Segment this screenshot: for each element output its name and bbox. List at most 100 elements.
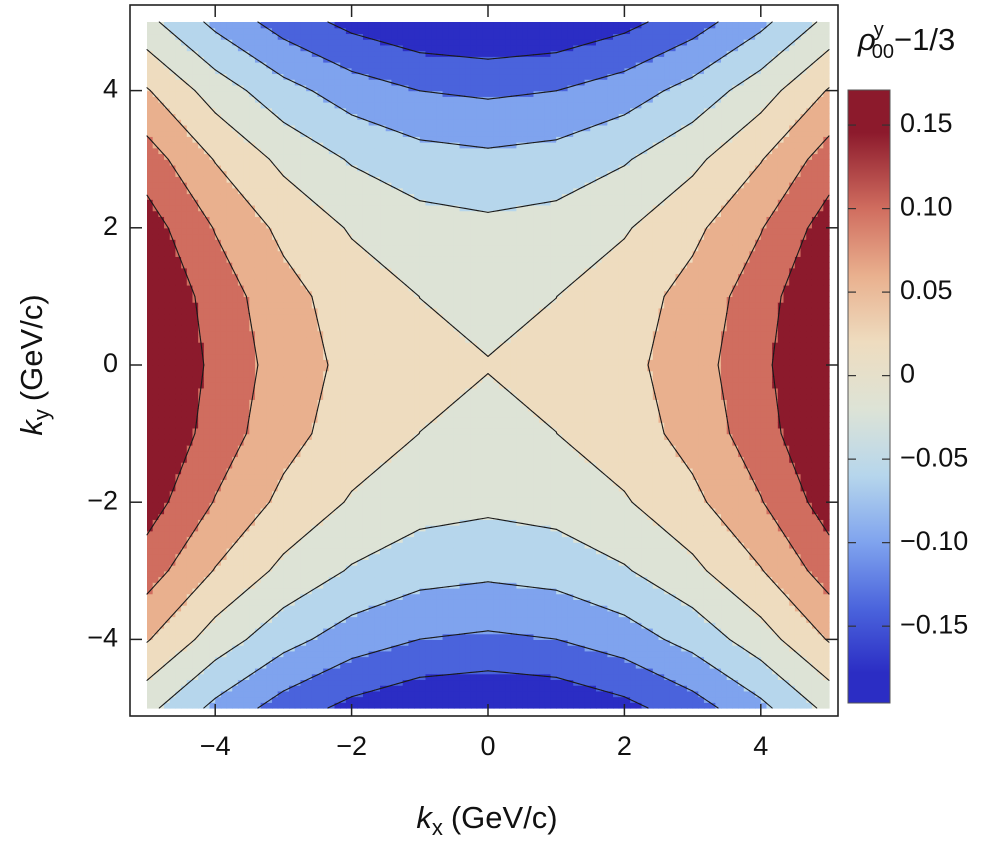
contour-cell <box>334 513 341 520</box>
contour-cell <box>624 690 631 698</box>
contour-cell <box>419 433 427 440</box>
contour-cell <box>465 507 472 515</box>
contour-cell <box>431 496 438 503</box>
contour-cell <box>539 702 546 709</box>
contour-cell <box>391 450 398 458</box>
contour-cell <box>760 513 768 520</box>
contour-cell <box>800 536 807 543</box>
contour-cell <box>414 702 421 709</box>
contour-cell <box>516 645 523 652</box>
contour-cell <box>380 496 387 503</box>
contour-cell <box>635 519 643 526</box>
contour-cell <box>459 593 466 600</box>
contour-cell <box>647 650 654 658</box>
contour-cell <box>641 502 648 509</box>
contour-cell <box>402 433 410 440</box>
contour-cell <box>436 616 444 623</box>
contour-cell <box>175 673 182 681</box>
contour-cell <box>800 702 807 709</box>
contour-cell <box>732 576 739 583</box>
contour-cell <box>198 616 205 623</box>
contour-cell <box>567 576 574 583</box>
contour-cell <box>476 513 483 520</box>
contour-cell <box>402 645 410 652</box>
contour-cell <box>186 530 194 538</box>
contour-cell <box>317 547 324 555</box>
contour-cell <box>755 627 762 635</box>
contour-cell <box>152 696 159 703</box>
contour-cell <box>362 685 370 692</box>
contour-cell <box>635 702 643 709</box>
contour-cell <box>317 542 324 549</box>
contour-cell <box>703 610 711 618</box>
contour-cell <box>658 587 665 595</box>
contour-cell <box>220 685 228 692</box>
contour-cell <box>635 645 643 652</box>
contour-cell <box>613 645 620 652</box>
contour-cell <box>675 565 682 572</box>
contour-cell <box>442 490 449 498</box>
contour-cell <box>408 570 415 578</box>
contour-cell <box>811 519 819 526</box>
contour-cell <box>817 593 824 600</box>
contour-cell <box>220 599 228 606</box>
contour-cell <box>476 610 483 618</box>
contour-cell <box>613 582 620 589</box>
contour-cell <box>772 656 779 663</box>
contour-cell <box>158 599 165 606</box>
contour-cell <box>556 542 563 549</box>
contour-cell <box>635 593 643 600</box>
contour-cell <box>215 587 222 595</box>
contour-cell <box>578 593 586 600</box>
contour-cell <box>618 673 625 681</box>
contour-cell <box>465 633 472 640</box>
contour-cell <box>391 433 398 440</box>
contour-cell <box>380 662 387 669</box>
contour-cell <box>590 679 597 686</box>
contour-cell <box>215 599 222 606</box>
contour-cell <box>652 639 660 646</box>
contour-cell <box>561 645 569 652</box>
contour-cell <box>158 525 165 532</box>
contour-cell <box>709 565 716 572</box>
contour-cell <box>436 610 444 618</box>
contour-cell <box>192 513 199 520</box>
contour-cell <box>448 690 455 698</box>
contour-cell <box>442 479 449 486</box>
contour-cell <box>681 559 688 566</box>
contour-cell <box>794 582 802 589</box>
contour-cell <box>169 690 177 698</box>
contour-cell <box>692 702 699 709</box>
contour-cell <box>425 610 432 618</box>
contour-cell <box>209 627 216 635</box>
contour-cell <box>414 645 421 652</box>
contour-cell <box>340 587 347 595</box>
contour-cell <box>260 456 267 463</box>
contour-cell <box>272 553 279 560</box>
contour-cell <box>516 627 523 635</box>
contour-cell <box>198 650 205 658</box>
contour-cell <box>289 502 296 509</box>
contour-cell <box>442 662 449 669</box>
contour-cell <box>340 565 347 572</box>
contour-cell <box>243 570 250 578</box>
contour-cell <box>158 462 165 469</box>
contour-cell <box>368 507 375 515</box>
contour-cell <box>266 496 273 503</box>
contour-cell <box>203 530 211 538</box>
contour-cell <box>283 496 290 503</box>
contour-cell <box>237 536 245 543</box>
contour-cell <box>272 473 279 480</box>
contour-cell <box>311 490 319 498</box>
contour-cell <box>613 662 620 669</box>
contour-cell <box>323 496 330 503</box>
contour-cell <box>152 536 159 543</box>
contour-cell <box>368 645 375 652</box>
contour-cell <box>300 690 307 698</box>
contour-cell <box>658 599 665 606</box>
contour-cell <box>550 633 557 640</box>
contour-cell <box>351 525 358 532</box>
contour-cell <box>448 530 455 538</box>
contour-cell <box>721 525 728 532</box>
contour-cell <box>692 570 699 578</box>
